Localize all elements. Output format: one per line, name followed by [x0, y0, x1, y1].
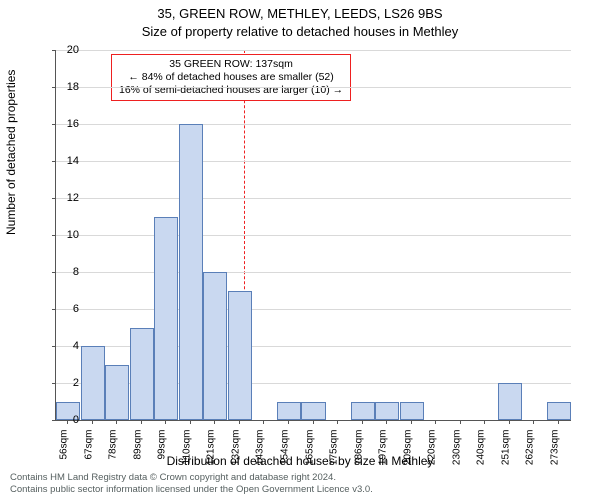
- histogram-bar: [277, 402, 301, 421]
- ytick-label: 4: [49, 340, 79, 352]
- xtick-label: 56sqm: [59, 430, 70, 475]
- xtick-label: 110sqm: [181, 430, 192, 475]
- gridline: [56, 272, 571, 273]
- xtick-label: 99sqm: [157, 430, 168, 475]
- annotation-line1: 35 GREEN ROW: 137sqm: [119, 58, 343, 71]
- xtick-label: 121sqm: [206, 430, 217, 475]
- xtick-label: 154sqm: [279, 430, 290, 475]
- xtick-mark: [484, 420, 485, 424]
- histogram-bar: [130, 328, 154, 421]
- ytick-label: 18: [49, 81, 79, 93]
- xtick-mark: [92, 420, 93, 424]
- y-axis-label: Number of detached properties: [4, 70, 18, 235]
- histogram-bar: [179, 124, 203, 420]
- histogram-bar: [498, 383, 522, 420]
- xtick-label: 220sqm: [427, 430, 438, 475]
- ytick-label: 20: [49, 44, 79, 56]
- histogram-bar: [301, 402, 325, 421]
- xtick-mark: [239, 420, 240, 424]
- histogram-bar: [154, 217, 178, 421]
- xtick-label: 143sqm: [255, 430, 266, 475]
- xtick-mark: [533, 420, 534, 424]
- xtick-mark: [263, 420, 264, 424]
- ytick-label: 6: [49, 303, 79, 315]
- annotation-box: 35 GREEN ROW: 137sqm ← 84% of detached h…: [111, 54, 351, 101]
- xtick-mark: [67, 420, 68, 424]
- histogram-bar: [351, 402, 375, 421]
- histogram-bar: [375, 402, 399, 421]
- xtick-label: 78sqm: [108, 430, 119, 475]
- xtick-mark: [558, 420, 559, 424]
- xtick-label: 67sqm: [83, 430, 94, 475]
- xtick-mark: [460, 420, 461, 424]
- xtick-mark: [362, 420, 363, 424]
- xtick-mark: [165, 420, 166, 424]
- xtick-label: 165sqm: [304, 430, 315, 475]
- xtick-label: 230sqm: [451, 430, 462, 475]
- xtick-label: 251sqm: [500, 430, 511, 475]
- ytick-label: 16: [49, 118, 79, 130]
- gridline: [56, 161, 571, 162]
- xtick-mark: [509, 420, 510, 424]
- histogram-bar: [81, 346, 105, 420]
- histogram-bar: [547, 402, 571, 421]
- footer-attribution: Contains HM Land Registry data © Crown c…: [10, 472, 373, 496]
- histogram-bar: [203, 272, 227, 420]
- xtick-label: 186sqm: [353, 430, 364, 475]
- xtick-label: 197sqm: [378, 430, 389, 475]
- footer-line2: Contains public sector information licen…: [10, 484, 373, 496]
- ytick-label: 0: [49, 414, 79, 426]
- gridline: [56, 50, 571, 51]
- xtick-mark: [288, 420, 289, 424]
- xtick-label: 262sqm: [525, 430, 536, 475]
- gridline: [56, 87, 571, 88]
- xtick-mark: [190, 420, 191, 424]
- xtick-mark: [386, 420, 387, 424]
- histogram-bar: [228, 291, 252, 421]
- xtick-label: 132sqm: [230, 430, 241, 475]
- xtick-label: 240sqm: [476, 430, 487, 475]
- gridline: [56, 235, 571, 236]
- xtick-mark: [214, 420, 215, 424]
- xtick-mark: [337, 420, 338, 424]
- ytick-label: 12: [49, 192, 79, 204]
- ytick-label: 2: [49, 377, 79, 389]
- xtick-mark: [313, 420, 314, 424]
- gridline: [56, 124, 571, 125]
- xtick-mark: [141, 420, 142, 424]
- xtick-mark: [435, 420, 436, 424]
- ytick-label: 8: [49, 266, 79, 278]
- ytick-label: 10: [49, 229, 79, 241]
- gridline: [56, 309, 571, 310]
- xtick-mark: [116, 420, 117, 424]
- xtick-mark: [411, 420, 412, 424]
- chart-subtitle: Size of property relative to detached ho…: [0, 24, 600, 39]
- gridline: [56, 198, 571, 199]
- histogram-bar: [105, 365, 129, 421]
- chart-container: 35, GREEN ROW, METHLEY, LEEDS, LS26 9BS …: [0, 0, 600, 500]
- xtick-label: 273sqm: [549, 430, 560, 475]
- annotation-line2: ← 84% of detached houses are smaller (52…: [119, 71, 343, 84]
- histogram-bar: [400, 402, 424, 421]
- xtick-label: 209sqm: [402, 430, 413, 475]
- ytick-label: 14: [49, 155, 79, 167]
- xtick-label: 175sqm: [329, 430, 340, 475]
- plot-area: 35 GREEN ROW: 137sqm ← 84% of detached h…: [55, 50, 571, 421]
- chart-title: 35, GREEN ROW, METHLEY, LEEDS, LS26 9BS: [0, 6, 600, 21]
- xtick-label: 89sqm: [132, 430, 143, 475]
